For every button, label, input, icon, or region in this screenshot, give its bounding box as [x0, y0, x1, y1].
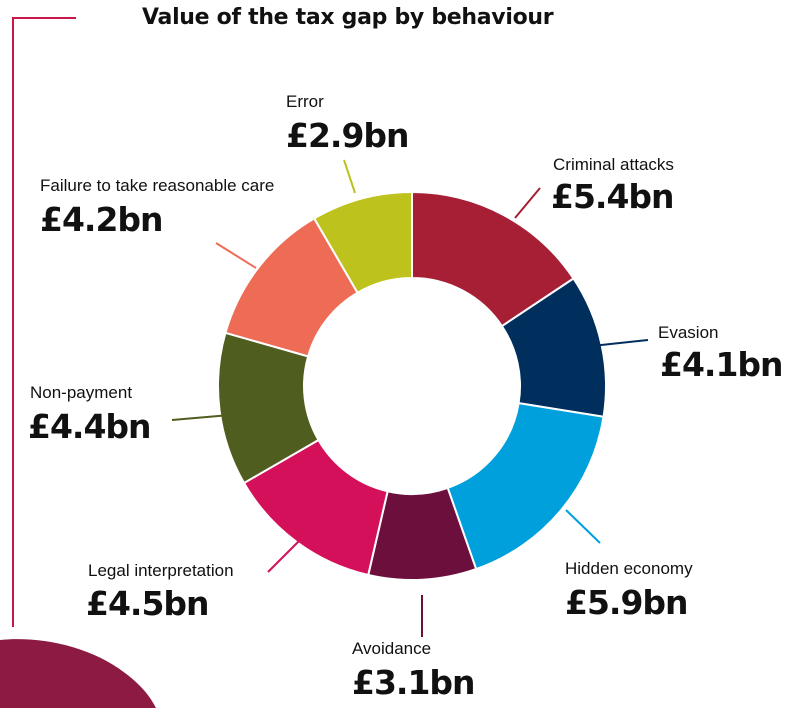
leader-line-failure-to-take-reasonable-care — [215, 242, 257, 269]
leader-line-error — [343, 159, 356, 194]
slice-label-failure-to-take-reasonable-care: Failure to take reasonable care — [40, 176, 274, 195]
chart-title: Value of the tax gap by behaviour — [142, 5, 554, 30]
slice-value-criminal-attacks: £5.4bn — [551, 177, 674, 216]
background-brush-decoration — [0, 639, 156, 708]
slice-value-failure-to-take-reasonable-care: £4.2bn — [40, 200, 163, 239]
frame-line-horizontal — [12, 17, 76, 19]
leader-line-legal-interpretation — [267, 539, 301, 573]
slice-label-error: Error — [286, 92, 324, 111]
slice-label-non-payment: Non-payment — [30, 383, 132, 402]
leader-line-evasion — [591, 339, 649, 347]
slice-value-non-payment: £4.4bn — [28, 407, 151, 446]
slice-value-legal-interpretation: £4.5bn — [86, 584, 209, 623]
slice-label-evasion: Evasion — [658, 323, 718, 342]
slice-error — [312, 190, 413, 295]
slice-value-evasion: £4.1bn — [660, 345, 783, 384]
slice-value-avoidance: £3.1bn — [352, 663, 475, 702]
slice-label-legal-interpretation: Legal interpretation — [88, 561, 234, 580]
slice-hidden-economy — [446, 401, 605, 571]
slice-label-criminal-attacks: Criminal attacks — [553, 155, 674, 174]
slice-label-hidden-economy: Hidden economy — [565, 559, 693, 578]
slice-label-avoidance: Avoidance — [352, 639, 431, 658]
slice-value-hidden-economy: £5.9bn — [565, 583, 688, 622]
leader-line-criminal-attacks — [514, 187, 541, 219]
slice-value-error: £2.9bn — [286, 116, 409, 155]
frame-line-vertical — [12, 17, 14, 627]
leader-line-non-payment — [171, 414, 231, 421]
leader-line-hidden-economy — [565, 509, 601, 544]
